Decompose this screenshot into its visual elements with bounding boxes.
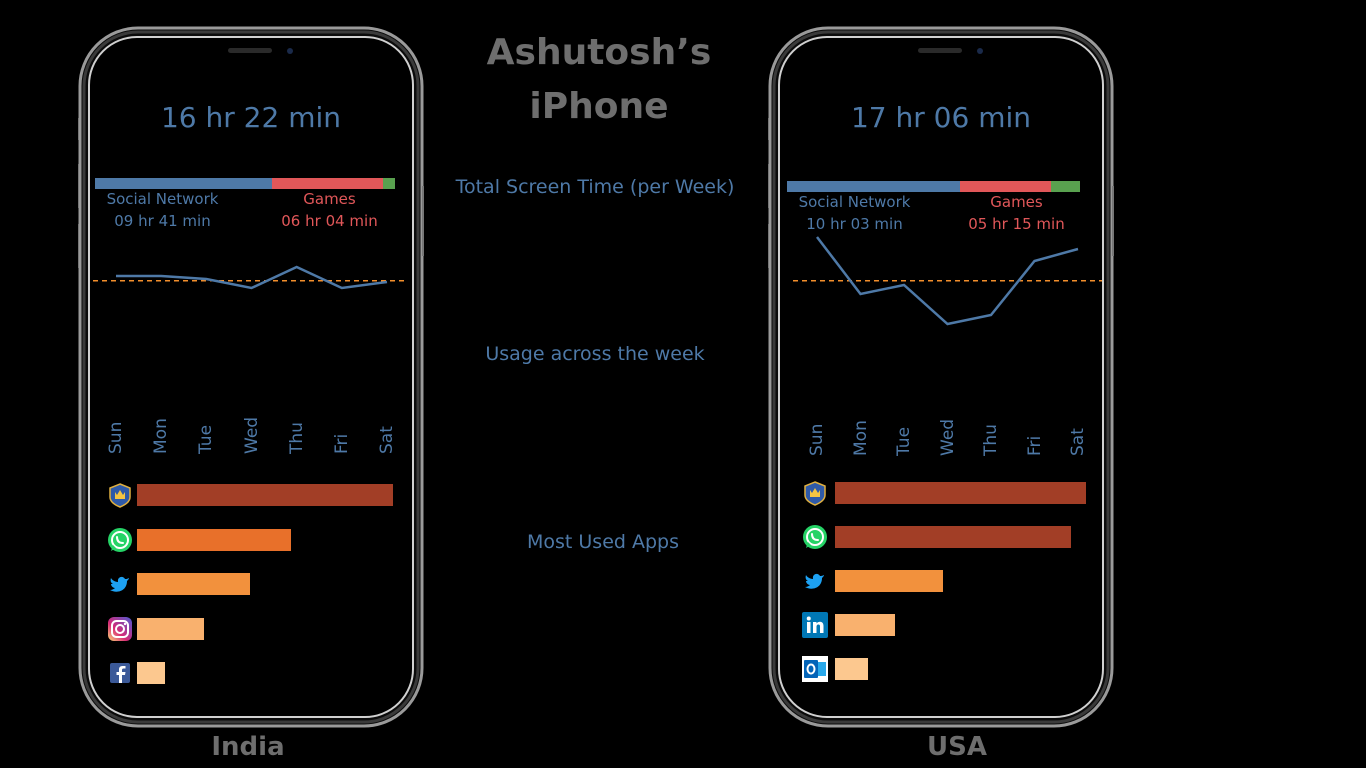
instagram-icon xyxy=(107,616,133,642)
app-bar-clash-royale xyxy=(137,484,393,506)
day-label-mon: Mon xyxy=(850,420,871,456)
day-label-sun: Sun xyxy=(106,421,126,454)
day-label-tue: Tue xyxy=(894,426,914,456)
weekly-usage-chart xyxy=(793,236,1102,326)
weekly-usage-chart xyxy=(93,265,408,290)
day-label-tue: Tue xyxy=(196,424,217,454)
clash-royale-icon xyxy=(802,480,828,506)
category-time-games: 06 hr 04 min xyxy=(281,212,378,230)
day-label-mon: Mon xyxy=(151,418,172,454)
category-time-games: 05 hr 15 min xyxy=(968,215,1065,233)
whatsapp-icon xyxy=(107,527,133,553)
day-label-thu: Thu xyxy=(981,424,1001,456)
category-segment-other xyxy=(383,178,395,189)
whatsapp-icon xyxy=(802,524,828,550)
app-bar-twitter xyxy=(137,573,250,595)
day-label-fri: Fri xyxy=(331,433,352,454)
app-bar-outlook xyxy=(835,658,868,680)
category-segment-social-network xyxy=(95,178,272,189)
day-label-thu: Thu xyxy=(286,422,307,454)
category-segment-other xyxy=(1051,181,1080,192)
day-label-sat: Sat xyxy=(1068,428,1088,456)
most-used-apps-label: Most Used Apps xyxy=(526,531,680,553)
category-name-social-network: Social Network xyxy=(798,193,911,211)
category-segment-games xyxy=(960,181,1051,192)
country-label-india: India xyxy=(211,732,285,762)
category-name-games: Games xyxy=(303,190,356,208)
phone-usa: 17 hr 06 min Social Network 10 hr 03 min Ga… xyxy=(768,26,1114,728)
linkedin-icon xyxy=(802,612,828,638)
category-segment-social-network xyxy=(787,181,960,192)
app-bar-clash-royale xyxy=(835,482,1086,504)
category-name-social-network: Social Network xyxy=(106,190,219,208)
app-bar-whatsapp xyxy=(835,526,1071,548)
facebook-icon xyxy=(107,660,133,686)
page-title: Ashutosh’s iPhone xyxy=(486,32,712,127)
total-screen-time-label: Total Screen Time (per Week) xyxy=(455,176,735,198)
outlook-icon xyxy=(802,656,828,682)
day-label-wed: Wed xyxy=(937,418,958,456)
category-name-games: Games xyxy=(990,193,1043,211)
day-label-fri: Fri xyxy=(1024,435,1045,456)
app-bar-facebook xyxy=(137,662,165,684)
usage-label: Usage across the week xyxy=(485,343,705,365)
twitter-icon xyxy=(802,568,828,594)
country-label-usa: USA xyxy=(927,732,987,762)
usage-line xyxy=(116,265,388,290)
category-time-social-network: 09 hr 41 min xyxy=(114,212,211,230)
app-bar-instagram xyxy=(137,617,204,640)
day-label-sun: Sun xyxy=(807,423,827,456)
category-segment-games xyxy=(272,178,383,189)
day-label-wed: Wed xyxy=(241,416,262,454)
day-label-sat: Sat xyxy=(377,426,397,454)
twitter-icon xyxy=(107,571,133,597)
app-bar-whatsapp xyxy=(137,528,291,551)
total-screen-time-value: 17 hr 06 min xyxy=(850,101,1032,134)
clash-royale-icon xyxy=(107,482,133,508)
app-bar-linkedin xyxy=(835,614,895,636)
category-time-social-network: 10 hr 03 min xyxy=(806,215,903,233)
phone-india: 16 hr 22 min Social Network 09 hr 41 min Ga… xyxy=(78,26,424,728)
total-screen-time-value: 16 hr 22 min xyxy=(160,101,342,134)
app-bar-twitter xyxy=(835,570,943,592)
